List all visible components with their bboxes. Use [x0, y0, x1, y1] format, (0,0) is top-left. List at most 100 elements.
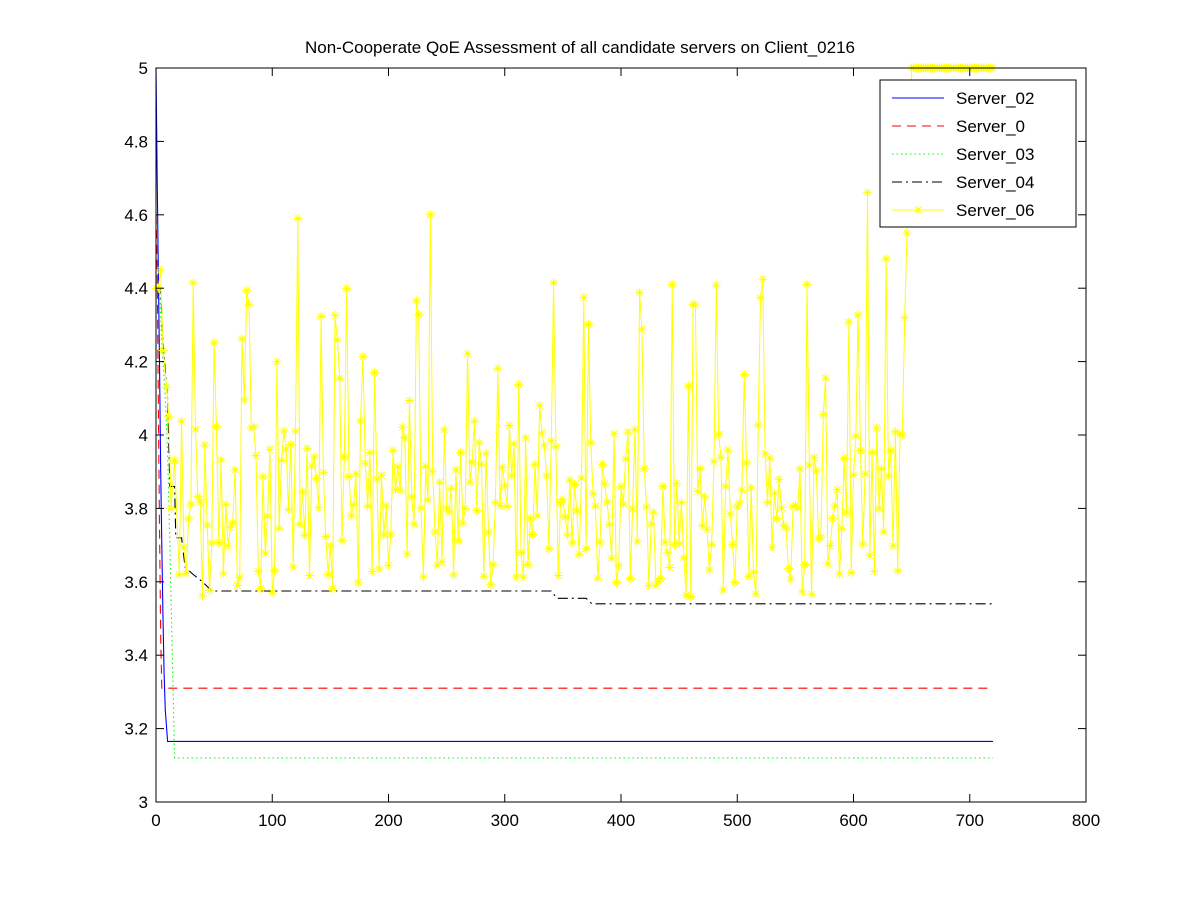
star-marker	[800, 560, 810, 570]
star-marker	[258, 472, 268, 482]
y-tick-label: 4.6	[124, 206, 148, 225]
star-marker	[274, 523, 284, 533]
star-marker	[388, 445, 398, 455]
y-tick-label: 3.2	[124, 720, 148, 739]
star-marker	[874, 503, 884, 513]
star-marker	[449, 570, 459, 580]
star-marker	[332, 335, 342, 345]
star-marker	[184, 514, 194, 524]
star-marker	[679, 553, 689, 563]
star-marker	[263, 511, 273, 521]
legend-label: Server_0	[956, 117, 1025, 136]
star-marker	[272, 357, 282, 367]
star-marker	[646, 519, 656, 529]
star-marker	[225, 522, 235, 532]
star-marker	[525, 514, 535, 524]
star-marker	[442, 503, 452, 513]
star-marker	[251, 451, 261, 461]
star-marker	[855, 445, 865, 455]
star-marker	[181, 568, 191, 578]
star-marker	[862, 188, 872, 198]
star-marker	[707, 539, 717, 549]
star-marker	[618, 499, 628, 509]
star-marker	[542, 471, 552, 481]
star-marker	[488, 560, 498, 570]
star-marker	[769, 488, 779, 498]
star-marker	[809, 453, 819, 463]
star-marker	[565, 475, 575, 485]
star-marker	[335, 373, 345, 383]
star-marker	[760, 449, 770, 459]
star-marker	[284, 505, 294, 515]
star-marker	[642, 502, 652, 512]
star-marker	[193, 492, 203, 502]
star-marker	[795, 464, 805, 474]
star-marker	[774, 474, 784, 484]
star-marker	[156, 265, 166, 275]
star-marker	[865, 550, 875, 560]
star-marker	[621, 454, 631, 464]
star-marker	[742, 458, 752, 468]
star-marker	[546, 436, 556, 446]
star-marker	[900, 313, 910, 323]
star-marker	[676, 498, 686, 508]
star-marker	[497, 463, 507, 473]
star-marker	[430, 527, 440, 537]
star-marker	[232, 580, 242, 590]
star-marker	[414, 310, 424, 320]
star-marker	[772, 514, 782, 524]
star-marker	[416, 503, 426, 513]
star-marker	[728, 539, 738, 549]
star-marker	[649, 507, 659, 517]
star-marker	[821, 373, 831, 383]
star-marker	[363, 501, 373, 511]
star-marker	[721, 481, 731, 491]
star-marker	[470, 416, 480, 426]
star-marker	[314, 503, 324, 513]
star-marker	[797, 587, 807, 597]
star-marker	[511, 572, 521, 582]
star-marker	[776, 503, 786, 513]
star-marker	[483, 527, 493, 537]
star-marker	[253, 566, 263, 576]
star-marker	[295, 519, 305, 529]
star-marker	[572, 506, 582, 516]
star-marker	[576, 473, 586, 483]
star-marker	[432, 560, 442, 570]
star-marker	[164, 412, 174, 422]
star-marker	[718, 585, 728, 595]
star-marker	[474, 438, 484, 448]
star-marker	[188, 278, 198, 288]
star-marker	[186, 499, 196, 509]
star-marker	[574, 549, 584, 559]
star-marker	[802, 280, 812, 290]
star-marker	[897, 430, 907, 440]
star-marker	[830, 501, 840, 511]
star-marker	[209, 338, 219, 348]
star-marker	[839, 453, 849, 463]
star-marker	[311, 473, 321, 483]
star-marker	[465, 477, 475, 487]
x-tick-label: 700	[956, 811, 984, 830]
star-marker	[807, 589, 817, 599]
star-marker	[579, 292, 589, 302]
star-marker	[553, 571, 563, 581]
star-marker	[200, 440, 210, 450]
star-marker	[665, 562, 675, 572]
star-marker	[816, 532, 826, 542]
star-marker	[521, 433, 531, 443]
star-marker	[890, 427, 900, 437]
star-marker	[198, 591, 207, 601]
star-marker	[367, 567, 377, 577]
star-marker	[781, 523, 791, 533]
star-marker	[270, 566, 280, 576]
star-marker	[381, 501, 391, 511]
star-marker	[828, 513, 838, 523]
star-marker	[623, 427, 633, 437]
star-marker	[628, 504, 638, 514]
star-marker	[869, 567, 879, 577]
star-marker	[321, 532, 331, 542]
star-marker	[351, 469, 361, 479]
star-marker	[390, 485, 400, 495]
